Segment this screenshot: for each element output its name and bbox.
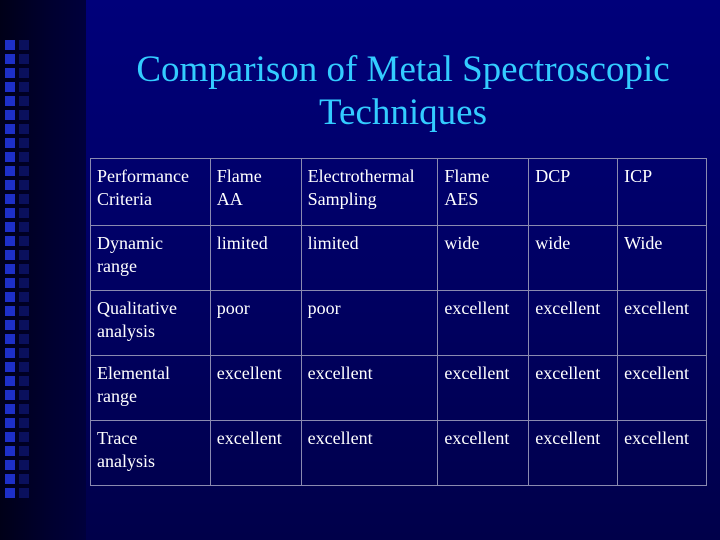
table-row-qualitative-analysis: Qualitative analysis poor poor excellent…: [90, 290, 707, 356]
table-row-elemental-range: Elemental range excellent excellent exce…: [90, 355, 707, 421]
criterion-line-2: analysis: [97, 321, 155, 341]
cell-icp: Wide: [617, 225, 707, 291]
cell-dcp: excellent: [528, 355, 619, 421]
row-criterion-cell: Elemental range: [90, 355, 211, 421]
criterion-line-2: analysis: [97, 451, 155, 471]
table-header-row: Performance Criteria Flame AA Electrothe…: [90, 158, 707, 226]
criterion-line-2: range: [97, 386, 137, 406]
cell-flame-aa: poor: [209, 290, 302, 356]
header-criteria-line-1: Performance: [97, 166, 189, 186]
header-flame-aes-line-2: AES: [444, 189, 479, 209]
header-cell-flame-aes: Flame AES: [437, 158, 530, 226]
cell-flame-aes: excellent: [437, 420, 530, 486]
header-cell-criteria: Performance Criteria: [90, 158, 211, 226]
cell-electrothermal: poor: [300, 290, 439, 356]
row-criterion-cell: Trace analysis: [90, 420, 211, 486]
header-electrothermal-line-1: Electrothermal: [307, 166, 415, 186]
criterion-line-1: Trace: [97, 428, 138, 448]
cell-flame-aa: limited: [209, 225, 302, 291]
header-electrothermal-line-2: Sampling: [307, 189, 377, 209]
header-flame-aes-line-1: Flame: [444, 166, 490, 186]
comparison-table: Performance Criteria Flame AA Electrothe…: [90, 158, 707, 486]
decorative-square-column: [5, 40, 15, 500]
left-decor-band: [0, 0, 86, 540]
cell-dcp: excellent: [528, 290, 619, 356]
criterion-line-2: range: [97, 256, 137, 276]
cell-icp: excellent: [617, 420, 707, 486]
row-criterion-cell: Qualitative analysis: [90, 290, 211, 356]
header-cell-dcp: DCP: [528, 158, 619, 226]
header-cell-icp: ICP: [617, 158, 707, 226]
cell-electrothermal: excellent: [300, 420, 439, 486]
cell-flame-aa: excellent: [209, 355, 302, 421]
criterion-line-1: Dynamic: [97, 233, 163, 253]
cell-icp: excellent: [617, 355, 707, 421]
header-cell-electrothermal: Electrothermal Sampling: [300, 158, 439, 226]
header-cell-flame-aa: Flame AA: [209, 158, 302, 226]
cell-flame-aes: wide: [437, 225, 530, 291]
criterion-line-1: Qualitative: [97, 298, 177, 318]
cell-dcp: excellent: [528, 420, 619, 486]
cell-icp: excellent: [617, 290, 707, 356]
header-criteria-line-2: Criteria: [97, 189, 152, 209]
decorative-square-column-faint: [19, 40, 29, 500]
row-criterion-cell: Dynamic range: [90, 225, 211, 291]
criterion-line-1: Elemental: [97, 363, 170, 383]
table-row-dynamic-range: Dynamic range limited limited wide wide …: [90, 225, 707, 291]
slide-title: Comparison of Metal Spectroscopic Techni…: [86, 48, 720, 134]
cell-electrothermal: excellent: [300, 355, 439, 421]
cell-dcp: wide: [528, 225, 619, 291]
header-flame-aa-line-2: AA: [216, 189, 243, 209]
cell-electrothermal: limited: [300, 225, 439, 291]
slide-title-line-1: Comparison of Metal Spectroscopic: [136, 49, 670, 90]
cell-flame-aes: excellent: [437, 355, 530, 421]
table-row-trace-analysis: Trace analysis excellent excellent excel…: [90, 420, 707, 486]
cell-flame-aa: excellent: [209, 420, 302, 486]
slide-title-line-2: Techniques: [319, 92, 487, 133]
cell-flame-aes: excellent: [437, 290, 530, 356]
header-flame-aa-line-1: Flame: [216, 166, 262, 186]
